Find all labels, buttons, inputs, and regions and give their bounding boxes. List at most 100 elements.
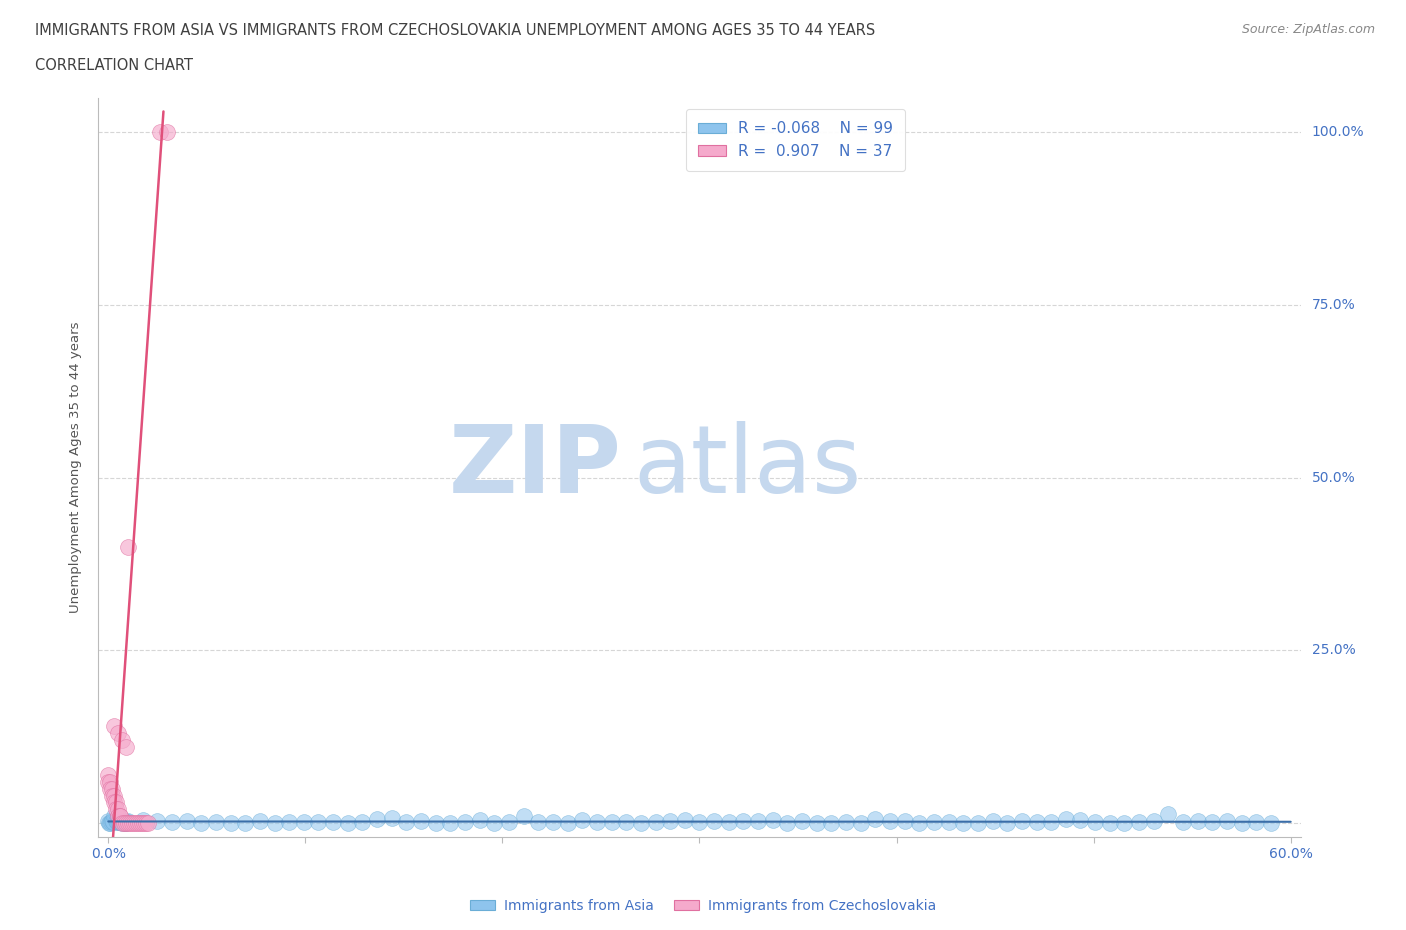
Legend: Immigrants from Asia, Immigrants from Czechoslovakia: Immigrants from Asia, Immigrants from Cz… bbox=[464, 894, 942, 919]
Point bbox=[893, 814, 915, 829]
Point bbox=[105, 802, 128, 817]
Point bbox=[995, 815, 1018, 830]
Point bbox=[263, 816, 285, 830]
Point bbox=[1260, 816, 1282, 830]
Point bbox=[278, 815, 301, 830]
Point bbox=[557, 816, 579, 830]
Point bbox=[136, 816, 159, 830]
Point bbox=[527, 815, 550, 830]
Point bbox=[336, 815, 359, 830]
Point bbox=[160, 814, 183, 829]
Point bbox=[103, 809, 125, 824]
Point bbox=[205, 815, 228, 830]
Point bbox=[586, 814, 609, 829]
Point bbox=[1171, 815, 1194, 830]
Point bbox=[1201, 814, 1223, 829]
Point bbox=[104, 814, 127, 829]
Point bbox=[115, 816, 138, 830]
Point bbox=[717, 815, 740, 830]
Point bbox=[105, 815, 128, 830]
Point bbox=[484, 816, 506, 830]
Point bbox=[103, 815, 125, 830]
Text: Source: ZipAtlas.com: Source: ZipAtlas.com bbox=[1241, 23, 1375, 36]
Point bbox=[233, 815, 256, 830]
Point bbox=[107, 815, 129, 830]
Point bbox=[1084, 815, 1107, 830]
Point bbox=[107, 802, 129, 817]
Point bbox=[107, 809, 129, 824]
Point bbox=[1054, 811, 1077, 826]
Point bbox=[703, 814, 725, 829]
Point bbox=[98, 781, 121, 796]
Point bbox=[600, 815, 623, 830]
Point bbox=[967, 816, 990, 830]
Point bbox=[733, 814, 755, 829]
Point bbox=[121, 816, 143, 830]
Point bbox=[1069, 813, 1091, 828]
Point bbox=[454, 815, 477, 830]
Point bbox=[97, 814, 120, 829]
Point bbox=[103, 719, 125, 734]
Legend: R = -0.068    N = 99, R =  0.907    N = 37: R = -0.068 N = 99, R = 0.907 N = 37 bbox=[686, 109, 905, 171]
Point bbox=[117, 539, 139, 554]
Point bbox=[112, 816, 135, 830]
Point bbox=[688, 815, 710, 830]
Point bbox=[132, 816, 155, 830]
Point bbox=[879, 814, 901, 829]
Point bbox=[322, 815, 344, 830]
Point bbox=[1098, 816, 1121, 830]
Point bbox=[219, 816, 242, 830]
Point bbox=[98, 816, 121, 830]
Point bbox=[105, 795, 128, 810]
Point bbox=[122, 816, 145, 830]
Point bbox=[776, 816, 799, 830]
Point bbox=[644, 815, 666, 830]
Point bbox=[111, 815, 134, 830]
Point bbox=[111, 816, 134, 830]
Point bbox=[352, 815, 374, 830]
Point bbox=[111, 733, 134, 748]
Point bbox=[97, 767, 120, 782]
Point bbox=[922, 814, 945, 829]
Point bbox=[148, 125, 170, 140]
Point bbox=[1246, 815, 1268, 830]
Point bbox=[409, 814, 432, 829]
Point bbox=[101, 781, 124, 796]
Point bbox=[512, 808, 534, 823]
Point bbox=[98, 775, 121, 790]
Point bbox=[614, 815, 637, 830]
Text: 25.0%: 25.0% bbox=[1312, 644, 1355, 658]
Point bbox=[128, 816, 150, 830]
Point bbox=[131, 813, 153, 828]
Point bbox=[865, 812, 887, 827]
Text: 75.0%: 75.0% bbox=[1312, 298, 1355, 312]
Point bbox=[835, 815, 858, 830]
Point bbox=[952, 816, 974, 830]
Point bbox=[790, 813, 813, 828]
Point bbox=[849, 816, 872, 830]
Point bbox=[115, 739, 138, 754]
Point bbox=[381, 811, 404, 826]
Text: atlas: atlas bbox=[633, 421, 862, 513]
Y-axis label: Unemployment Among Ages 35 to 44 years: Unemployment Among Ages 35 to 44 years bbox=[69, 322, 83, 613]
Point bbox=[101, 788, 124, 803]
Point bbox=[1025, 815, 1047, 830]
Text: 100.0%: 100.0% bbox=[1312, 126, 1364, 140]
Point bbox=[176, 814, 198, 829]
Point bbox=[308, 815, 330, 830]
Point bbox=[127, 816, 149, 830]
Point bbox=[100, 815, 122, 830]
Point bbox=[125, 816, 148, 830]
Point bbox=[366, 812, 388, 827]
Point bbox=[806, 816, 828, 830]
Point bbox=[1114, 815, 1136, 830]
Point bbox=[146, 814, 169, 829]
Point bbox=[938, 815, 960, 830]
Point bbox=[103, 795, 125, 810]
Point bbox=[659, 814, 682, 829]
Point bbox=[908, 816, 931, 830]
Point bbox=[439, 815, 461, 830]
Text: 50.0%: 50.0% bbox=[1312, 471, 1355, 485]
Point bbox=[156, 125, 179, 140]
Point bbox=[118, 816, 141, 830]
